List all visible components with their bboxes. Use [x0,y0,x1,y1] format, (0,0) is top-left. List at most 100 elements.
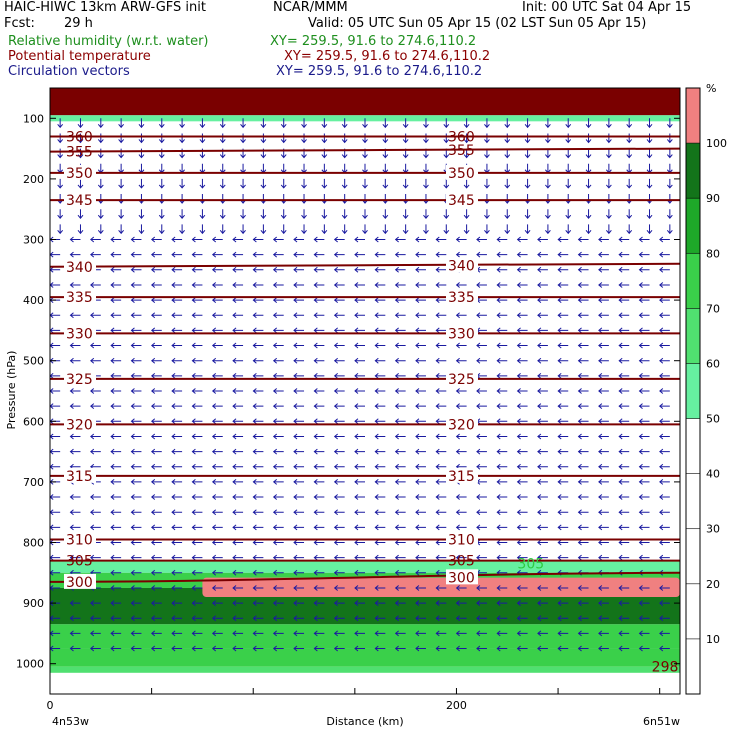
wind-vector-1009 [626,133,633,144]
wind-vector-467 [293,645,305,652]
wind-vector-705 [435,433,447,440]
wind-vector-1017 [618,251,630,258]
wind-vector-1048 [646,178,653,189]
wind-vector-883 [537,403,548,410]
wind-vector-313 [211,494,223,500]
wind-vector-787 [476,585,487,591]
wind-vector-36 [77,118,84,129]
wind-vector-593 [374,372,386,379]
wind-vector-1095 [659,342,670,349]
wind-vector-114 [118,209,125,219]
wind-vector-99 [90,524,101,531]
wind-vector-890 [537,509,548,516]
wind-vector-849 [516,433,528,440]
wind-vector-496 [313,539,325,546]
wind-vector-423 [272,524,284,531]
wind-vector-380 [252,418,264,425]
wind-vector-1050 [646,209,653,219]
wind-vector-1096 [659,357,670,364]
wind-vector-1055 [638,282,650,288]
wind-vector-521 [333,372,345,379]
wind-vector-704 [435,418,447,425]
wind-vector-832 [524,178,531,189]
theta-label-330: 330 [448,326,475,342]
wind-vector-878 [537,327,548,334]
wind-vector-248 [171,600,183,606]
wind-vector-371 [252,282,264,288]
wind-vector-715 [435,585,447,591]
wind-vector-1079 [638,645,650,652]
wind-vector-1033 [618,494,630,500]
wind-vector-549 [354,251,365,258]
y-tick-label-700: 700 [23,476,44,489]
wind-vector-1063 [638,403,650,410]
wind-vector-742 [455,448,467,455]
wind-vector-299 [211,282,223,288]
wind-vector-142 [110,630,122,637]
wind-vector-1045 [646,133,653,144]
wind-vector-574 [354,630,365,637]
wind-vector-209 [150,554,162,561]
wind-vector-205 [150,494,162,500]
wind-vector-804 [496,297,508,303]
colorbar-bin-80 [686,198,700,254]
wind-vector-640 [394,539,406,546]
wind-vector-1032 [618,479,630,485]
wind-vector-846 [516,388,528,394]
wind-vector-390 [252,569,264,576]
colorbar-bin-90 [686,143,700,199]
wind-vector-739 [455,403,467,410]
wind-vector-706 [435,448,447,455]
wind-vector-235 [171,403,183,410]
wind-vector-282 [191,569,203,576]
wind-vector-154 [130,266,142,273]
theta-label-bg [446,370,478,386]
wind-vector-851 [516,463,528,470]
wind-vector-491 [313,463,325,470]
wind-vector-359 [232,645,244,652]
wind-vector-464 [293,600,305,606]
wind-vector-85 [90,312,101,319]
wind-vector-486 [313,388,325,394]
wind-vector-525 [333,433,345,440]
wind-vector-320 [211,600,223,606]
wind-vector-814 [496,448,508,455]
wind-vector-695 [435,282,447,288]
wind-vector-263 [191,282,203,288]
wind-vector-421 [272,494,284,500]
wind-vector-6 [57,209,64,219]
wind-vector-168 [130,479,142,485]
wind-vector-594 [374,388,386,394]
wind-vector-310 [211,448,223,455]
wind-vector-817 [496,494,508,500]
wind-vector-877 [537,312,548,319]
wind-vector-71 [69,645,81,652]
wind-vector-321 [211,615,223,622]
wind-vector-61 [69,494,81,500]
wind-vector-474 [321,209,328,219]
wind-vector-1078 [638,630,650,637]
wind-vector-288 [219,118,226,129]
wind-vector-1004 [598,600,609,606]
wind-vector-675 [415,524,426,531]
wind-vector-1084 [666,178,673,189]
wind-vector-601 [374,494,386,500]
wind-vector-203 [150,463,162,470]
wind-vector-796 [504,178,511,189]
wind-vector-413 [272,372,284,379]
wind-vector-240 [171,479,183,485]
wind-vector-1027 [618,403,630,410]
wind-vector-876 [537,297,548,303]
wind-vector-123 [110,342,122,349]
wind-vector-1014 [626,209,633,219]
wind-vector-806 [496,327,508,334]
colorbar-label-20: 20 [706,578,720,591]
wind-vector-924 [557,479,569,485]
wind-vector-251 [171,645,183,652]
wind-vector-588 [374,297,386,303]
wind-vector-923 [557,463,569,470]
wind-vector-213 [150,615,162,622]
wind-vector-404 [272,236,284,243]
wind-vector-1099 [659,403,670,410]
wind-vector-986 [598,327,609,334]
